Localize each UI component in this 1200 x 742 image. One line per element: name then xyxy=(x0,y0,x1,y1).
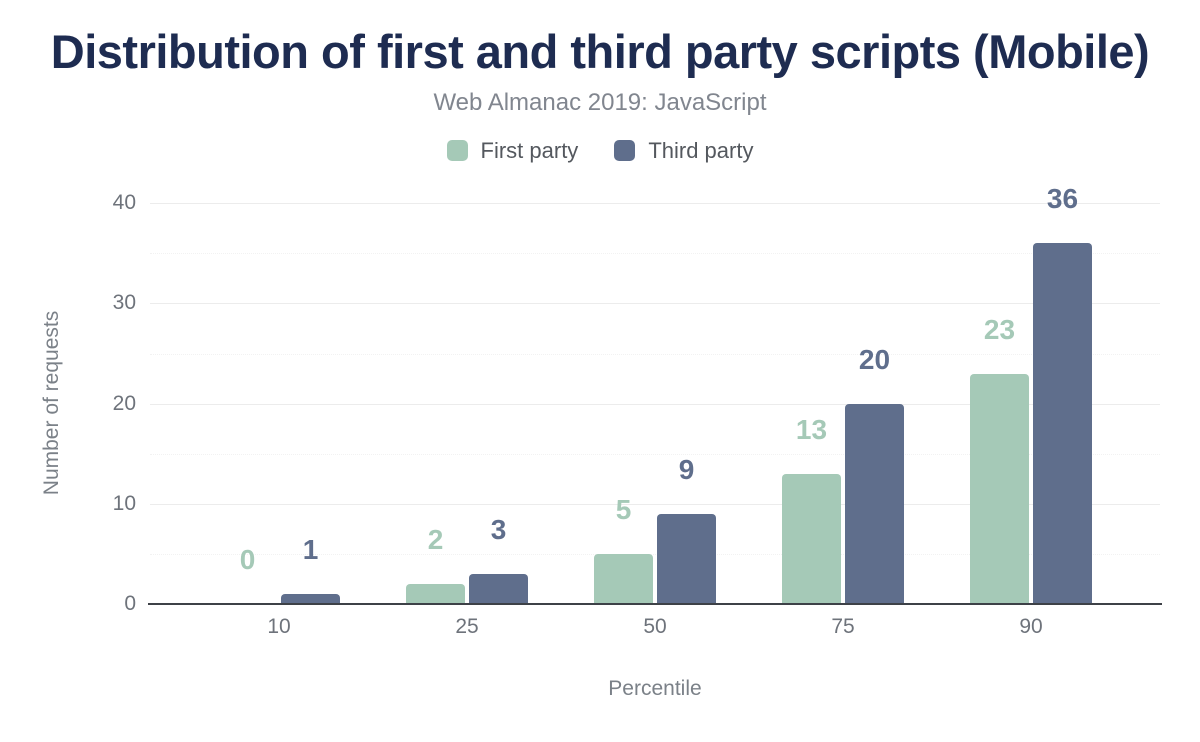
bar-first-party-p50: 5 xyxy=(594,495,653,604)
bar-value-label-third-party-p75: 20 xyxy=(858,343,891,375)
x-tick-label-50: 50 xyxy=(643,615,667,638)
bar-group-p90: 23 36 xyxy=(970,185,1092,604)
chart-title: Distribution of first and third party sc… xyxy=(50,25,1150,78)
bar-value-label-first-party-p10: 0 xyxy=(239,544,256,575)
legend-label: First party xyxy=(480,137,579,163)
gridline-major-10 xyxy=(150,503,1160,505)
bar-third-party-p10: 1 xyxy=(281,535,340,604)
y-tick-label-10: 10 xyxy=(112,491,136,515)
gridline-minor-35 xyxy=(150,253,1160,255)
bar-third-party-p90: 36 xyxy=(1033,185,1092,604)
bar-value-label-third-party-p25: 3 xyxy=(490,513,507,545)
y-axis-title: Number of requests xyxy=(40,310,63,496)
bar-first-party-p75: 13 xyxy=(782,415,841,604)
bars-area: 0 1 2 3 5 9 13 20 23 36 xyxy=(218,185,1092,604)
y-tick-label-30: 30 xyxy=(112,291,136,315)
bar-third-party-p50: 9 xyxy=(657,455,716,604)
gridline-major-20 xyxy=(150,403,1160,405)
x-tick-label-90: 90 xyxy=(1019,615,1043,638)
x-tick-label-25: 25 xyxy=(455,615,479,638)
legend-swatch-third-party xyxy=(614,140,636,162)
gridline-minor-5 xyxy=(150,553,1160,555)
legend-label: Third party xyxy=(648,137,754,163)
bar-group-p75: 13 20 xyxy=(782,345,904,604)
gridline-major-30 xyxy=(150,303,1160,305)
bar-value-label-first-party-p25: 2 xyxy=(427,523,444,555)
y-tick-label-40: 40 xyxy=(112,191,136,215)
bar-first-party-p25: 2 xyxy=(406,525,465,604)
legend-item-first-party: First party xyxy=(446,137,579,164)
gridline-minor-25 xyxy=(150,353,1160,355)
chart-subtitle: Web Almanac 2019: JavaScript xyxy=(433,88,767,116)
x-axis-tick-labels: 10 25 50 75 90 xyxy=(218,615,1092,639)
x-axis-title: Percentile xyxy=(608,677,702,700)
x-tick-label-10: 10 xyxy=(267,615,291,638)
bar-value-label-third-party-p50: 9 xyxy=(678,453,695,485)
legend: First party Third party xyxy=(0,138,1200,164)
gridline-minor-15 xyxy=(150,453,1160,455)
bar-value-label-third-party-p10: 1 xyxy=(302,533,319,565)
bar-third-party-p75: 20 xyxy=(845,345,904,604)
x-axis-line xyxy=(148,603,1162,605)
bar-value-label-first-party-p90: 23 xyxy=(983,313,1016,345)
bar-value-label-third-party-p90: 36 xyxy=(1046,183,1079,215)
gridline-major-40 xyxy=(150,203,1160,205)
legend-item-third-party: Third party xyxy=(614,138,753,164)
bar-value-label-first-party-p50: 5 xyxy=(615,493,632,525)
legend-swatch-first-party xyxy=(446,140,468,162)
y-tick-label-0: 0 xyxy=(124,592,136,615)
x-tick-label-75: 75 xyxy=(831,615,855,638)
y-tick-label-20: 20 xyxy=(112,391,136,415)
bar-value-label-first-party-p75: 13 xyxy=(795,413,828,445)
bar-first-party-p90: 23 xyxy=(970,315,1029,604)
bar-third-party-p25: 3 xyxy=(469,515,528,604)
